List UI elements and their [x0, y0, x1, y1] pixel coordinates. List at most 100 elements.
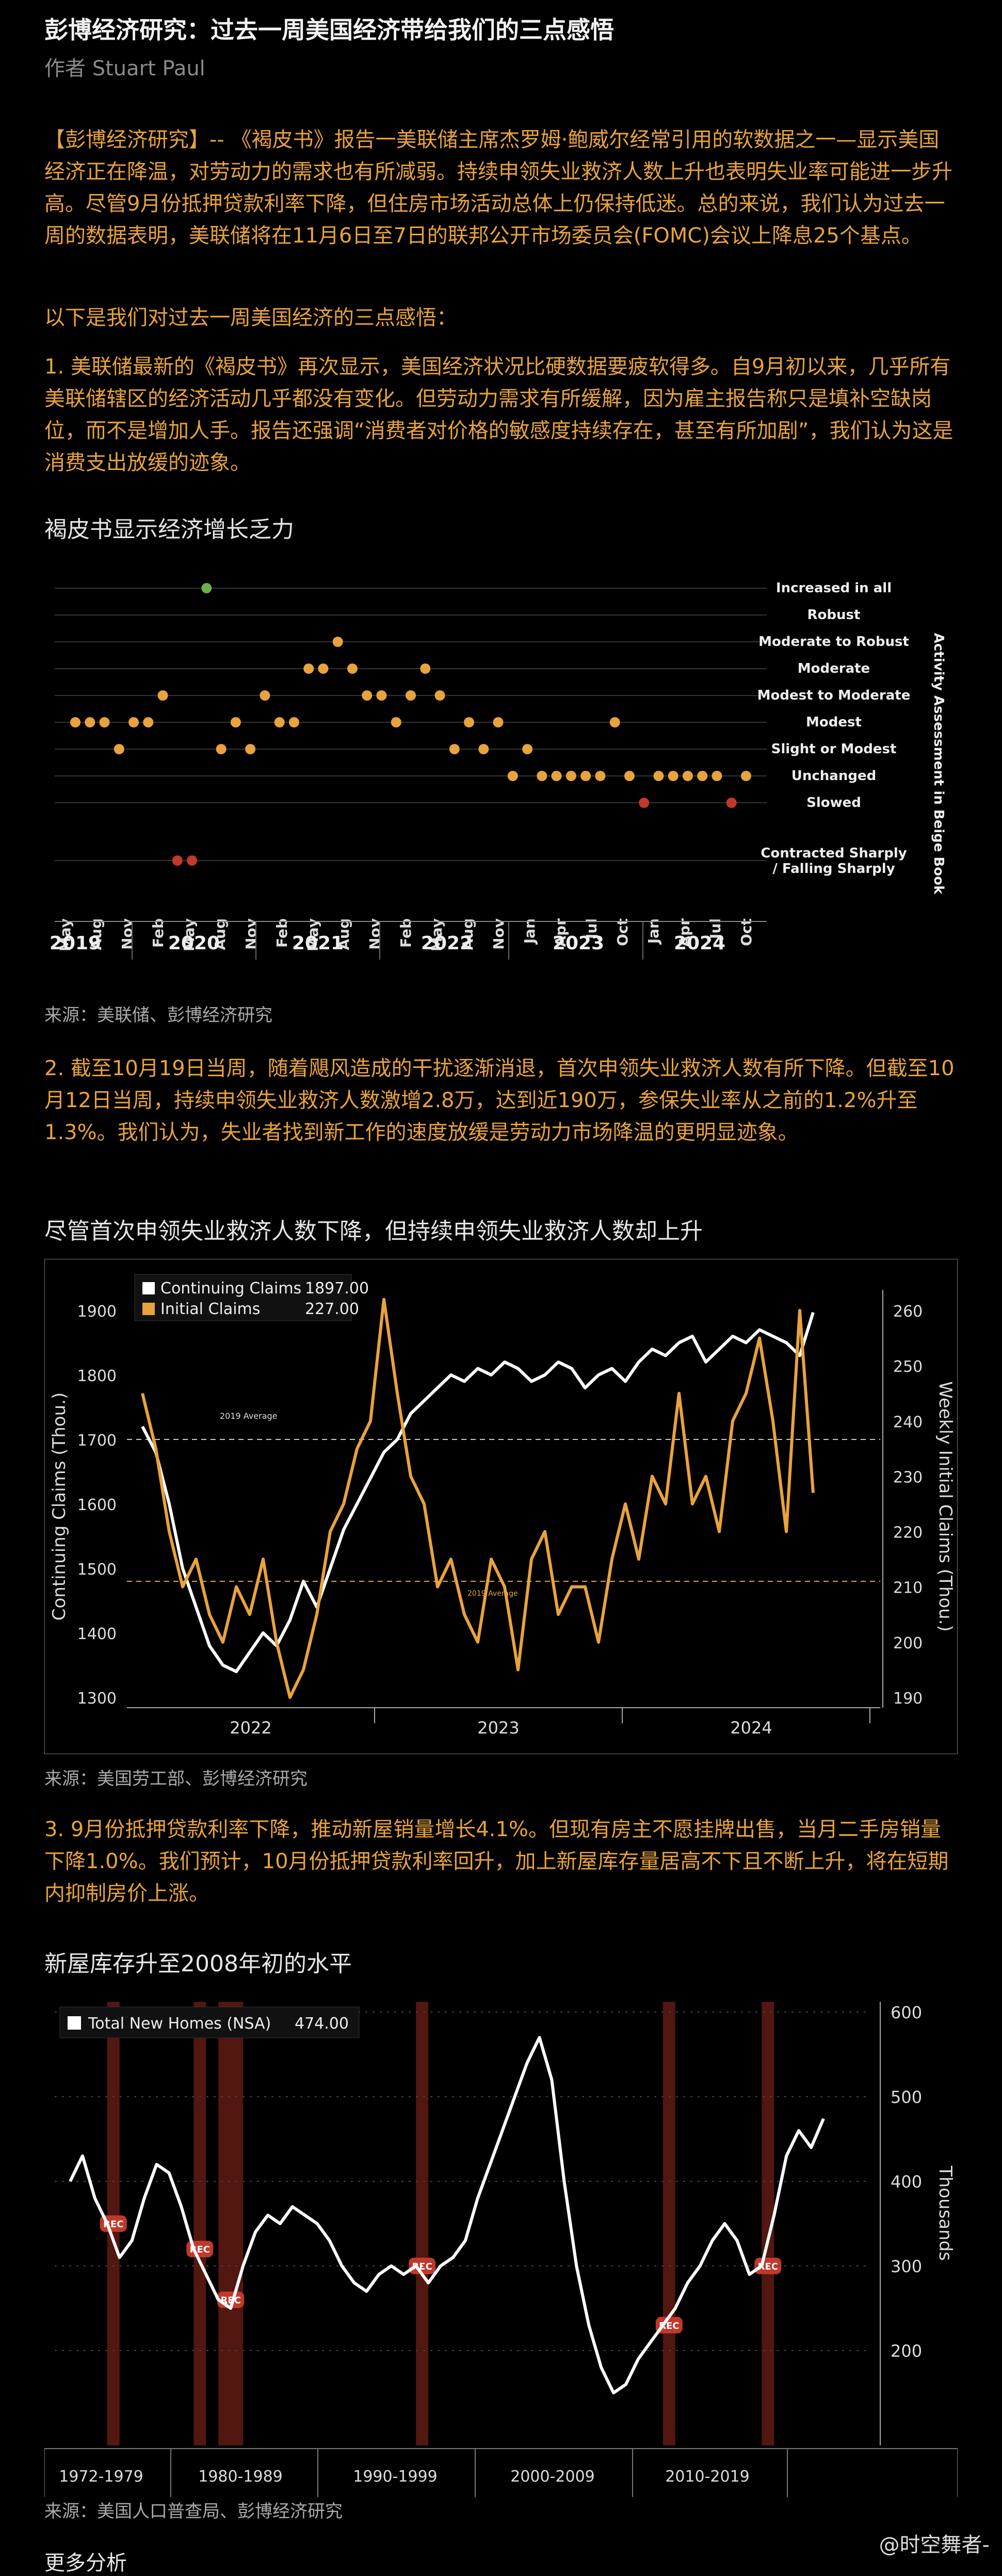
article-title: 彭博经济研究：过去一周美国经济带给我们的三点感悟	[44, 16, 614, 44]
beige-point	[70, 717, 80, 727]
point-1-paragraph: 1. 美联储最新的《褐皮书》再次显示，美国经济状况比硬数据要疲软得多。自9月初以…	[44, 355, 953, 475]
left-tick-label: 1500	[77, 1561, 117, 1579]
intro-paragraph: 【彭博经济研究】-- 《褐皮书》报告一美联储主席杰罗姆·鲍威尔经常引用的软数据之…	[44, 128, 952, 248]
y-category-label: Slowed	[806, 795, 861, 811]
x-tick-label: Feb	[397, 918, 414, 948]
year-label: 2019	[50, 933, 101, 954]
x-tick-label: Feb	[150, 918, 167, 948]
y-category-label: Slight or Modest	[771, 741, 897, 757]
beige-point	[565, 771, 576, 781]
beige-point	[245, 744, 256, 754]
legend-continuing-value: 1897.00	[305, 1279, 369, 1298]
beige-point	[522, 744, 533, 754]
avg-initial-label: 2019 Average	[467, 1590, 518, 1598]
beige-point	[595, 771, 606, 781]
x-tick-label: Apr	[676, 918, 693, 947]
beige-point	[697, 771, 708, 781]
x-tick-label: May	[304, 918, 321, 951]
x-tick-label: Nov	[490, 918, 507, 950]
right-tick-label: 250	[893, 1358, 923, 1376]
beige-book-chart: Increased in all Robust Moderate to Robust…	[50, 580, 946, 960]
beige-point	[114, 744, 124, 754]
beige-point	[376, 690, 387, 701]
right-tick-label: 190	[893, 1690, 923, 1708]
beige-point	[434, 690, 445, 701]
x-tick-label: 2000-2009	[510, 2468, 595, 2486]
year-label: 2022	[421, 933, 473, 954]
more-analysis-link[interactable]: 更多分析	[44, 2551, 127, 2575]
x-tick-label: Aug	[459, 918, 476, 950]
new-homes-chart: RECRECRECRECRECREC200300400500600Thousan…	[44, 2002, 958, 2497]
x-tick-label: May	[181, 918, 198, 951]
y-category-label: Modest	[806, 715, 862, 730]
y-category-label: Robust	[807, 607, 861, 623]
beige-point	[172, 855, 183, 866]
y-category-label: Moderate to Robust	[758, 634, 909, 650]
right-tick-label: 600	[891, 2003, 922, 2022]
recession-band	[762, 2002, 774, 2445]
x-tick-label: Aug	[212, 918, 229, 950]
x-tick-label: 2022	[230, 1718, 271, 1738]
right-axis-label: Weekly Initial Claims (Thou.)	[935, 1381, 956, 1632]
x-tick-label: Aug	[335, 918, 352, 950]
x-tick-label: Jan	[521, 918, 538, 945]
rec-badge	[655, 2316, 683, 2334]
legend-initial-value: 227.00	[305, 1300, 359, 1318]
y-category-label: Moderate	[798, 661, 870, 676]
x-tick-label: Nov	[243, 918, 260, 950]
continuing-claims-line	[141, 1311, 815, 1673]
beige-point	[303, 663, 314, 674]
right-tick-label: 260	[893, 1303, 923, 1321]
new-homes-line	[69, 2036, 825, 2394]
legend-value: 474.00	[295, 2015, 349, 2033]
y-category-label: Contracted Sharply	[761, 846, 907, 861]
article-author: 作者 Stuart Paul	[44, 57, 205, 80]
year-label: 2020	[168, 933, 220, 954]
beige-point	[478, 744, 489, 754]
x-tick-label: Jan	[645, 918, 662, 945]
x-tick-label: Oct	[738, 918, 755, 946]
left-tick-label: 1800	[77, 1367, 117, 1385]
beige-point	[464, 717, 475, 727]
beige-point	[362, 690, 373, 701]
x-tick-label: 2010-2019	[665, 2468, 750, 2486]
year-label: 2023	[553, 933, 604, 954]
legend-swatch-continuing	[142, 1282, 155, 1294]
beige-point	[624, 771, 635, 781]
beige-point	[216, 744, 227, 754]
beige-point	[653, 771, 664, 781]
beige-point	[391, 717, 401, 727]
y-category-label: Increased in all	[776, 580, 892, 596]
beige-point	[347, 663, 358, 674]
x-tick-label: Nov	[119, 918, 136, 950]
y-category-label: Unchanged	[791, 768, 876, 784]
point-2-paragraph: 2. 截至10月19日当周，随着飓风造成的干扰逐渐消退，首次申领失业救济人数有所…	[44, 1057, 955, 1144]
legend-initial-label: Initial Claims	[160, 1300, 260, 1318]
recession-band	[662, 2002, 675, 2445]
y-category-label: / Falling Sharply	[772, 861, 895, 877]
beige-point	[157, 690, 168, 701]
beige-point	[230, 717, 241, 727]
x-tick-label: Oct	[614, 918, 631, 946]
beige-book-source: 来源：美联储、彭博经济研究	[44, 1005, 272, 1026]
recession-band	[416, 2002, 429, 2445]
initial-claims-line	[141, 1298, 815, 1699]
right-tick-label: 500	[891, 2087, 922, 2107]
beige-point	[537, 771, 547, 781]
rec-badge	[409, 2258, 436, 2274]
beige-point	[712, 771, 722, 781]
beige-point	[274, 717, 285, 727]
beige-point	[493, 717, 504, 727]
x-tick-label: Apr	[552, 918, 569, 947]
right-tick-label: 200	[893, 1634, 923, 1652]
x-tick-label: 1980-1989	[198, 2468, 283, 2486]
right-tick-label: 240	[893, 1413, 923, 1431]
legend-box	[134, 1274, 352, 1321]
left-tick-label: 1600	[77, 1496, 117, 1514]
point-3-paragraph: 3. 9月份抵押贷款利率下降，推动新屋销量增长4.1%。但现有房主不愿挂牌出售，…	[44, 1818, 949, 1905]
beige-point	[332, 637, 343, 647]
right-tick-label: 400	[891, 2172, 922, 2192]
beige-point	[318, 663, 329, 674]
x-axis-frame	[44, 2448, 958, 2497]
beige-point	[143, 717, 154, 727]
